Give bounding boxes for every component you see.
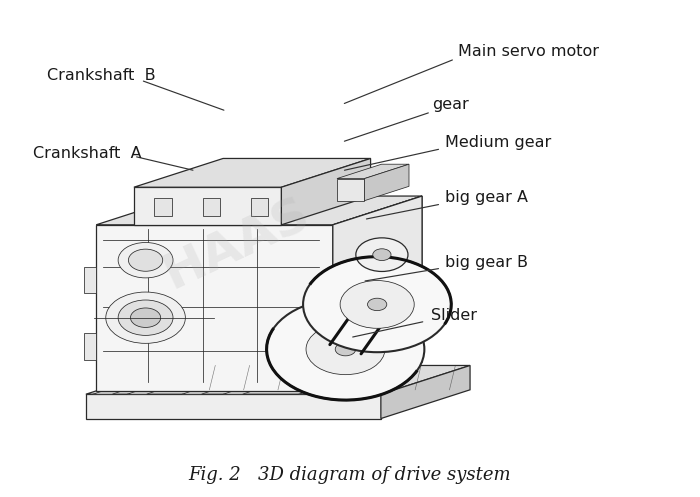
Circle shape	[368, 298, 387, 311]
Circle shape	[306, 324, 385, 375]
Polygon shape	[337, 178, 365, 201]
Circle shape	[340, 280, 414, 329]
Polygon shape	[134, 159, 370, 187]
Text: HAAS: HAAS	[156, 189, 317, 298]
Circle shape	[373, 249, 391, 260]
Text: Main servo motor: Main servo motor	[458, 44, 599, 59]
Circle shape	[356, 238, 408, 271]
Polygon shape	[333, 196, 422, 391]
Polygon shape	[92, 389, 128, 394]
Bar	[251, 198, 267, 216]
Circle shape	[130, 308, 161, 328]
Circle shape	[335, 342, 356, 356]
Polygon shape	[127, 389, 162, 394]
Polygon shape	[223, 389, 258, 394]
Polygon shape	[333, 196, 422, 391]
Polygon shape	[86, 365, 470, 394]
Bar	[202, 198, 220, 216]
Polygon shape	[340, 389, 375, 394]
Polygon shape	[96, 225, 333, 391]
Circle shape	[303, 256, 452, 352]
Polygon shape	[86, 394, 381, 418]
Polygon shape	[96, 196, 422, 225]
Text: Slider: Slider	[431, 308, 477, 323]
Polygon shape	[84, 333, 96, 360]
Polygon shape	[381, 365, 470, 418]
Text: Fig. 2   3D diagram of drive system: Fig. 2 3D diagram of drive system	[189, 466, 511, 484]
Polygon shape	[337, 164, 409, 178]
Text: big gear B: big gear B	[444, 255, 528, 270]
Text: gear: gear	[433, 97, 469, 112]
Circle shape	[118, 243, 173, 278]
Circle shape	[267, 298, 424, 400]
Polygon shape	[298, 389, 334, 394]
Polygon shape	[281, 159, 370, 225]
Text: big gear A: big gear A	[444, 190, 528, 205]
Text: Crankshaft  A: Crankshaft A	[33, 146, 141, 161]
Bar	[155, 198, 172, 216]
Polygon shape	[365, 164, 409, 201]
Circle shape	[128, 249, 162, 271]
Circle shape	[106, 292, 186, 343]
Text: Crankshaft  B: Crankshaft B	[47, 68, 155, 83]
Polygon shape	[182, 389, 217, 394]
Polygon shape	[134, 187, 281, 225]
Text: Medium gear: Medium gear	[444, 135, 551, 150]
Polygon shape	[84, 267, 96, 293]
Circle shape	[118, 300, 173, 335]
